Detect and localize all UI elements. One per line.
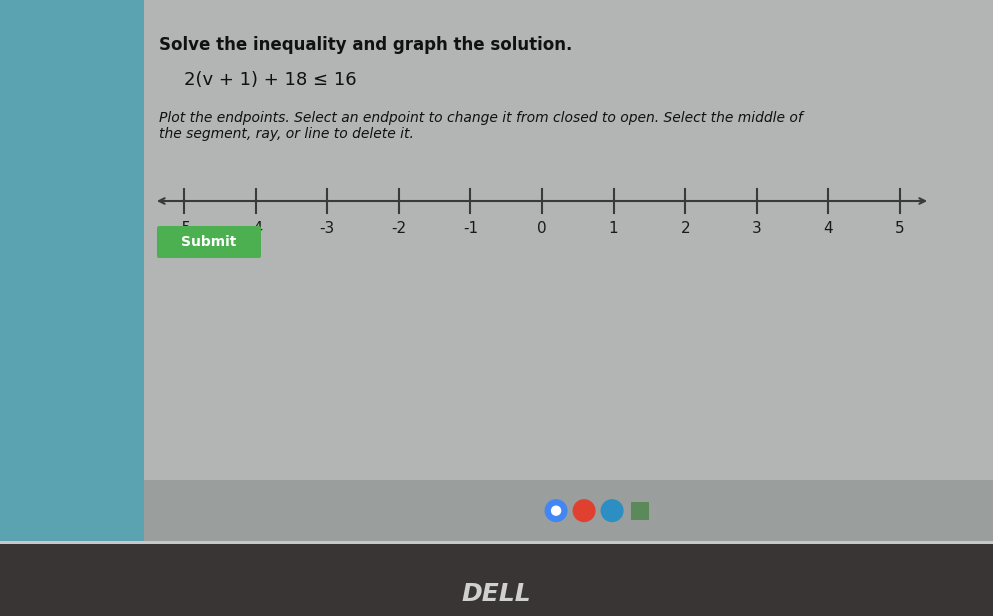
Circle shape (551, 506, 561, 515)
Text: DELL: DELL (462, 582, 531, 606)
FancyBboxPatch shape (157, 226, 261, 258)
Text: -4: -4 (248, 221, 263, 236)
Circle shape (545, 500, 567, 522)
Text: Plot the endpoints. Select an endpoint to change it from closed to open. Select : Plot the endpoints. Select an endpoint t… (159, 111, 802, 141)
Bar (0, 0, 144, 541)
Text: 1: 1 (609, 221, 619, 236)
Bar (144, 480, 993, 541)
Text: 0: 0 (537, 221, 547, 236)
Circle shape (602, 500, 623, 522)
Text: 3: 3 (752, 221, 762, 236)
Circle shape (573, 500, 595, 522)
Text: 5: 5 (895, 221, 905, 236)
Bar (632, 501, 649, 520)
Text: 4: 4 (823, 221, 833, 236)
Text: 2(v + 1) + 18 ≤ 16: 2(v + 1) + 18 ≤ 16 (184, 71, 356, 89)
Text: -1: -1 (463, 221, 478, 236)
Text: -5: -5 (177, 221, 192, 236)
Text: Solve the inequality and graph the solution.: Solve the inequality and graph the solut… (159, 36, 572, 54)
Text: Submit: Submit (182, 235, 236, 249)
Text: -2: -2 (391, 221, 406, 236)
Bar (0, 541, 993, 544)
Text: -3: -3 (320, 221, 335, 236)
Text: 2: 2 (680, 221, 690, 236)
Bar (0, 541, 993, 616)
